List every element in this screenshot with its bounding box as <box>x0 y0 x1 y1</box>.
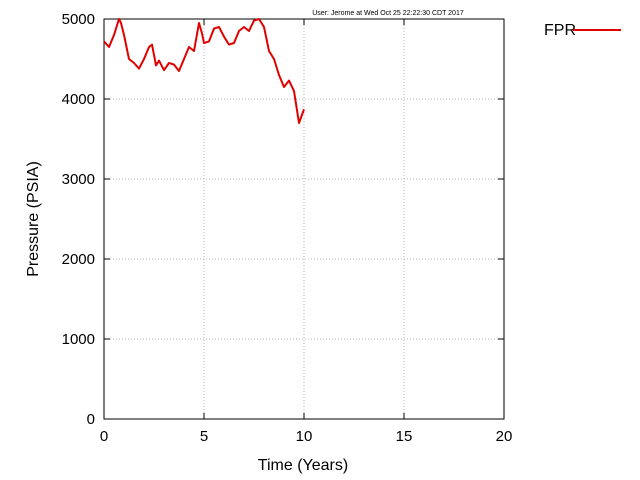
grid-lines <box>104 19 504 419</box>
y-axis-label: Pressure (PSIA) <box>25 161 42 277</box>
x-tick-label: 15 <box>396 428 413 445</box>
x-tick-label: 5 <box>200 428 208 445</box>
y-tick-label: 0 <box>87 411 95 428</box>
series-layer <box>103 18 305 124</box>
y-tick-label: 1000 <box>62 331 95 348</box>
y-tick-label: 3000 <box>62 171 95 188</box>
legend-label-fpr: FPR <box>544 22 576 39</box>
x-tick-label: 10 <box>296 428 313 445</box>
user-timestamp: User: Jerome at Wed Oct 25 22:22:30 CDT … <box>312 10 464 17</box>
x-tick-label: 0 <box>100 428 108 445</box>
y-tick-label: 2000 <box>62 251 95 268</box>
y-tick-label: 4000 <box>62 91 95 108</box>
series-line-fpr <box>103 18 305 124</box>
legend: FPR <box>544 22 621 39</box>
x-tick-label: 20 <box>496 428 513 445</box>
axis-ticks: 0 5 10 15 20 0 1000 2000 3000 4000 5000 <box>62 11 513 445</box>
x-axis-label: Time (Years) <box>258 457 348 474</box>
y-tick-label: 5000 <box>62 11 95 28</box>
